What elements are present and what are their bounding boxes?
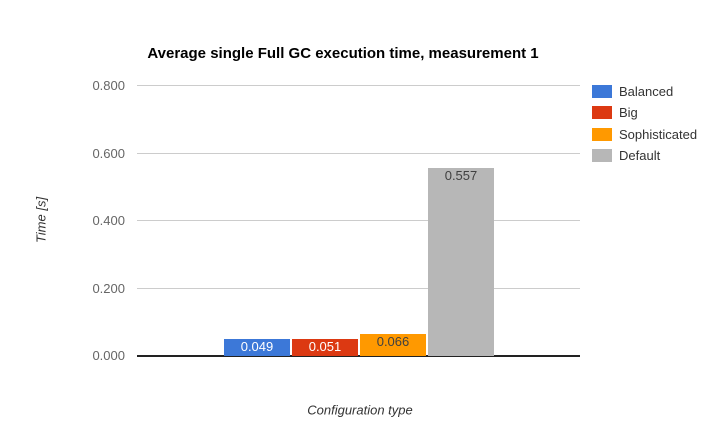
legend-swatch-icon bbox=[592, 149, 612, 162]
bar-sophisticated bbox=[360, 333, 426, 356]
legend-item-balanced: Balanced bbox=[592, 84, 674, 99]
legend-label: Default bbox=[619, 148, 661, 163]
y-tick-label: 0.400 bbox=[92, 213, 125, 228]
legend-swatch-icon bbox=[592, 85, 612, 98]
value-label-default: 0.557 bbox=[444, 168, 478, 183]
plot-area: 0.049 0.051 0.066 0.557 bbox=[137, 85, 580, 357]
y-tick-label: 0.800 bbox=[92, 78, 125, 93]
gridline bbox=[137, 85, 580, 86]
bar-big bbox=[292, 338, 358, 356]
legend-swatch-icon bbox=[592, 128, 612, 141]
y-tick-label: 0.600 bbox=[92, 145, 125, 161]
legend-item-sophisticated: Sophisticated bbox=[592, 127, 698, 142]
value-label-sophisticated: 0.066 bbox=[376, 333, 410, 349]
gridline bbox=[137, 287, 580, 289]
y-tick-label: 0.200 bbox=[92, 280, 125, 296]
chart-title: Average single Full GC execution time, m… bbox=[147, 45, 539, 62]
legend-label: Big bbox=[619, 105, 638, 120]
legend: Balanced Big Sophisticated Default bbox=[592, 0, 716, 443]
legend-item-default: Default bbox=[592, 148, 661, 163]
legend-swatch-icon bbox=[592, 106, 612, 119]
legend-label: Sophisticated bbox=[619, 127, 698, 142]
gridline bbox=[137, 220, 580, 221]
gridline bbox=[137, 152, 580, 154]
bar-default bbox=[428, 168, 494, 356]
x-axis-baseline bbox=[137, 355, 580, 357]
y-axis-title: Time [s] bbox=[33, 196, 49, 244]
bar-balanced bbox=[224, 339, 290, 356]
legend-label: Balanced bbox=[619, 84, 674, 99]
x-axis-title: Configuration type bbox=[307, 402, 413, 418]
value-label-balanced: 0.049 bbox=[240, 339, 274, 355]
legend-item-big: Big bbox=[592, 105, 638, 120]
value-label-big: 0.051 bbox=[308, 338, 342, 354]
y-tick-label: 0.000 bbox=[92, 348, 125, 363]
